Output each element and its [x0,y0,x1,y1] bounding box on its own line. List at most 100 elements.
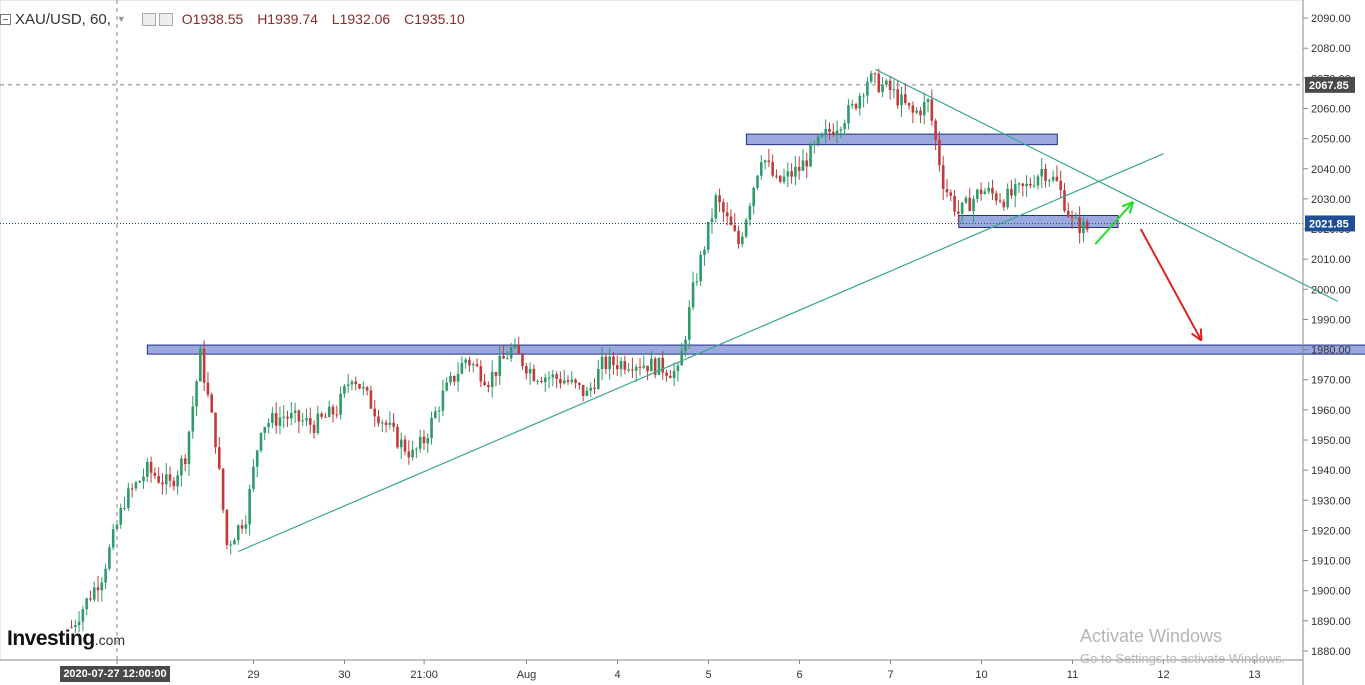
candle-up [108,547,111,569]
candle-up [362,387,365,389]
candle-up [195,381,198,407]
candlestick-series [70,68,1089,634]
candle-up [399,439,403,448]
crosshair-price-tag: 2067.85 [1309,80,1349,92]
candle-down [854,104,858,109]
candle-up [835,130,839,135]
candle-up [509,347,513,359]
candle-down [555,374,558,379]
candle-up [824,128,828,134]
candle-up [881,84,884,92]
candle-up [748,206,752,220]
candle-up [816,136,820,144]
candle-down [877,73,881,92]
candle-up [301,420,304,422]
candle-down [612,356,615,366]
candle-down [532,368,536,381]
candle-up [282,416,286,418]
candle-up [619,361,623,370]
crosshair-price-tag-bg [1305,76,1355,93]
candle-down [149,461,153,473]
candle-up [259,432,263,451]
candle-up [866,81,869,96]
candle-down [653,358,657,375]
candle-down [665,372,668,376]
open-value: O1938.55 [181,11,244,27]
arrow-head [1199,328,1203,341]
candle-up [570,379,574,383]
candle-up [847,105,850,124]
candle-up [316,413,320,434]
candle-down [483,381,486,386]
candle-down [957,211,960,214]
candle-up [248,488,251,525]
candle-down [487,385,490,388]
candle-up [585,390,589,397]
chevron-down-icon[interactable]: ▼ [116,14,126,24]
candle-down [168,474,172,481]
candle-up [434,411,437,418]
candle-up [350,381,354,385]
candle-down [615,365,619,370]
candle-up [759,162,763,176]
candle-up [115,524,119,530]
candle-down [778,175,782,182]
candle-down [831,131,835,135]
candle-up [464,359,467,363]
candle-down [240,525,244,529]
candle-down [578,382,581,385]
candle-up [1082,221,1085,234]
arrow-head [1128,201,1135,214]
candle-up [229,544,232,546]
candle-up [418,436,422,449]
candle-down [1078,217,1081,234]
candle-up [528,368,532,374]
collapse-icon[interactable] [0,13,11,25]
candle-up [199,348,202,382]
candle-up [471,364,475,366]
candle-up [676,365,680,371]
candle-up [252,466,255,489]
candle-down [157,476,160,483]
candle-up [1025,183,1028,186]
candle-up [892,89,896,91]
arrow-up [1094,201,1134,245]
candle-up [858,95,862,109]
candle-down [797,166,801,171]
x-tick-label: 21:00 [410,669,438,681]
candle-up [634,366,638,371]
candle-up [85,598,88,610]
candle-down [335,414,339,416]
candle-down [1029,183,1032,186]
candle-down [286,416,289,419]
hide-icon[interactable] [158,12,173,26]
investing-logo: Investing.com [7,627,125,651]
y-tick-label: 1980.00 [1311,345,1351,357]
candle-up [763,160,767,163]
candle-up [233,540,236,545]
candle-down [221,468,225,510]
time-axis[interactable]: 29 30 21:00 Aug 4 5 6 7 10 11 12 13 [0,659,1303,681]
high-value: H1939.74 [257,11,318,27]
candle-down [1059,180,1062,191]
candle-up [127,488,130,508]
candle-up [915,110,918,113]
zone-rect [146,344,1365,355]
price-axis[interactable]: 1880.00 1890.00 1900.00 1910.00 1920.00 1930.… [1302,0,1355,685]
candle-up [543,377,547,383]
candle-down [994,193,998,201]
arrow-head [1121,200,1134,208]
candle-up [706,222,710,250]
candle-up [134,482,138,489]
candle-up [380,422,384,424]
settings-icon[interactable] [141,12,156,26]
candle-up [290,412,293,419]
candle-up [255,450,259,467]
candle-down [896,89,900,106]
candle-up [972,198,975,212]
candle-down [623,361,627,370]
symbol-label[interactable]: XAU/USD, 60, [15,10,111,28]
activation-watermark: Activate Windows Go to Settings to activ… [1080,626,1285,666]
candle-up [339,393,342,415]
